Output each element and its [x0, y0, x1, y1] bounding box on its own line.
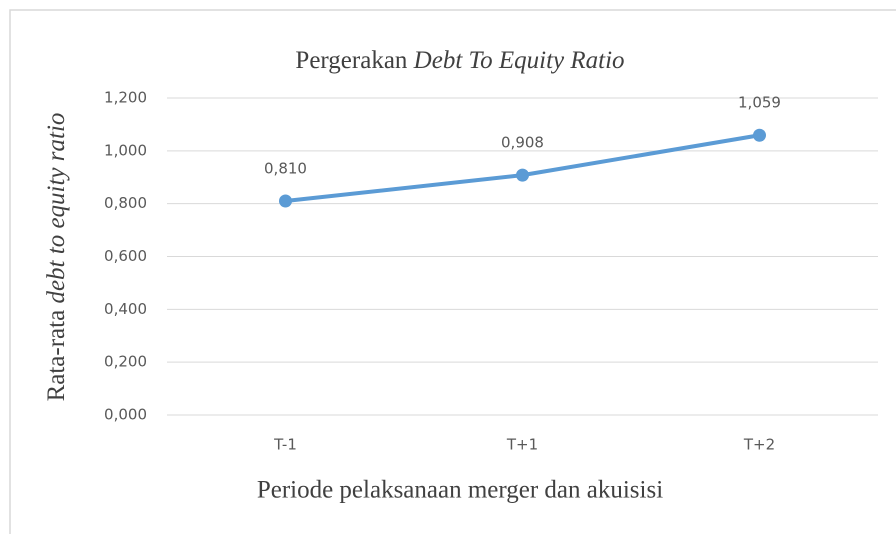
x-axis-label: Periode pelaksanaan merger dan akuisisi — [257, 477, 663, 504]
chart-title: Pergerakan Debt To Equity Ratio — [295, 47, 624, 74]
y-tick-label: 0,800 — [104, 194, 147, 212]
data-label: 0,908 — [501, 134, 544, 152]
y-axis-label: Rata-rata debt to equity ratio — [43, 113, 70, 402]
data-label: 1,059 — [738, 94, 781, 112]
x-tick-label: T-1 — [273, 436, 297, 454]
y-label-plain: Rata-rata — [43, 310, 70, 402]
y-label-italic: debt to equity ratio — [43, 113, 70, 304]
y-tick-label: 0,000 — [104, 406, 147, 424]
data-label: 0,810 — [264, 160, 307, 178]
y-tick-label: 0,200 — [104, 353, 147, 371]
y-tick-label: 1,000 — [104, 141, 147, 159]
data-point — [279, 194, 292, 208]
x-tick-label: T+2 — [743, 436, 775, 454]
title-italic: Debt To Equity Ratio — [413, 47, 625, 74]
y-tick-label: 1,200 — [104, 89, 147, 107]
title-plain: Pergerakan — [295, 47, 407, 74]
data-point — [516, 168, 529, 182]
y-tick-label: 0,600 — [104, 247, 147, 265]
data-point — [753, 128, 766, 142]
x-tick-label: T+1 — [506, 436, 538, 454]
chart-border — [9, 9, 896, 534]
y-tick-label: 0,400 — [104, 300, 147, 318]
